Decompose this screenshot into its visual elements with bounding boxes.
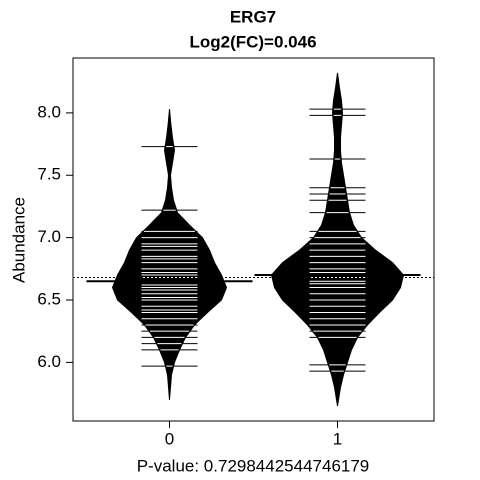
x-tick-label: 0 <box>165 429 174 448</box>
y-tick-label: 7.5 <box>37 165 61 184</box>
y-tick-label: 8.0 <box>37 102 61 121</box>
y-axis-label: Abundance <box>9 197 28 283</box>
x-axis-label: P-value: 0.7298442544746179 <box>137 456 370 475</box>
chart-subtitle: Log2(FC)=0.046 <box>189 32 316 51</box>
bean-half <box>111 109 170 400</box>
y-tick-label: 6.0 <box>37 352 61 371</box>
bean-half <box>169 109 228 400</box>
plot-frame <box>72 57 435 422</box>
chart-title: ERG7 <box>230 7 276 26</box>
y-tick-label: 6.5 <box>37 289 61 308</box>
y-tick-label: 7.0 <box>37 227 61 246</box>
x-tick-label: 1 <box>333 429 342 448</box>
